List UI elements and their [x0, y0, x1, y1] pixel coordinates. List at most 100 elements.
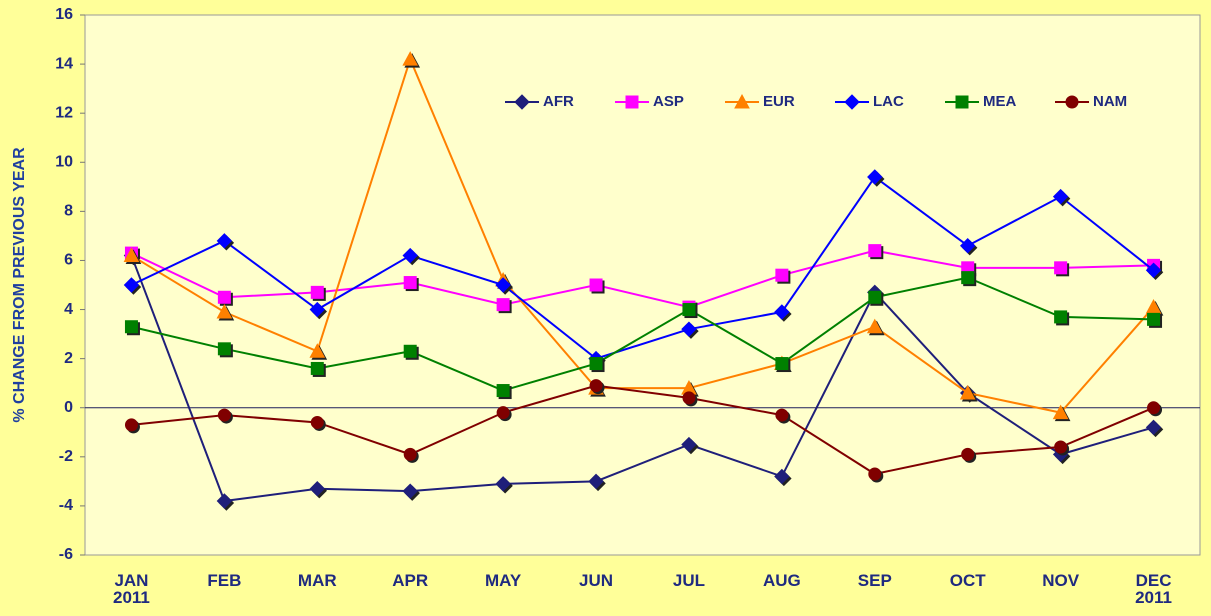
marker [867, 169, 883, 185]
marker [1145, 419, 1162, 436]
legend-marker [625, 95, 639, 109]
marker [866, 318, 883, 334]
marker [960, 238, 976, 254]
marker [775, 408, 789, 422]
marker [868, 244, 882, 258]
legend-marker [734, 93, 750, 109]
marker [123, 277, 140, 293]
legend-label: NAM [1093, 93, 1127, 110]
marker [1054, 261, 1068, 275]
marker [961, 447, 975, 461]
marker [1052, 404, 1069, 420]
marker [775, 268, 789, 282]
x-tick-label: MAY [485, 571, 522, 590]
marker [1054, 440, 1068, 454]
marker [216, 303, 233, 319]
series-line [131, 276, 1154, 392]
marker [495, 277, 511, 293]
series-line [131, 249, 1154, 309]
x-tick-label: APR [392, 571, 429, 590]
marker [868, 467, 882, 481]
legend-marker [1065, 95, 1079, 109]
marker [217, 408, 231, 422]
marker [681, 321, 697, 337]
legend-label: EUR [763, 93, 795, 110]
marker [775, 357, 789, 371]
marker [682, 303, 696, 317]
y-tick-label: 8 [64, 203, 73, 220]
marker [216, 233, 233, 249]
series-line [131, 175, 1155, 360]
marker [681, 436, 697, 453]
marker [588, 473, 604, 490]
marker [959, 384, 976, 400]
y-tick-label: 12 [55, 104, 73, 121]
legend-marker [514, 94, 530, 110]
marker [403, 447, 417, 461]
legend-label: ASP [653, 93, 684, 110]
y-tick-label: 4 [64, 301, 73, 318]
x-tick-label: JUN [579, 571, 614, 590]
marker [682, 391, 696, 405]
legend-label: MEA [983, 93, 1017, 110]
x-tick-label: DEC 2011 [1135, 571, 1172, 607]
y-tick-label: 0 [64, 399, 73, 416]
x-tick-label: JAN 2011 [113, 571, 150, 607]
marker [402, 51, 419, 66]
marker [309, 343, 326, 358]
marker [495, 476, 511, 492]
marker [1054, 310, 1068, 324]
marker [774, 304, 790, 320]
y-tick-label: -6 [59, 546, 73, 563]
y-axis-label: % CHANGE FROM PREVIOUS YEAR [11, 147, 28, 423]
y-tick-label: 10 [55, 153, 73, 170]
series-line [130, 56, 1155, 414]
marker [868, 290, 882, 304]
marker [496, 406, 510, 420]
x-tick-label: JUL [672, 571, 706, 590]
x-tick-label: OCT [949, 571, 986, 590]
y-tick-label: -2 [59, 448, 73, 465]
marker [310, 361, 324, 375]
marker [1147, 312, 1161, 326]
marker [1145, 262, 1162, 278]
series-line [131, 384, 1154, 476]
marker [774, 468, 790, 485]
marker [123, 247, 140, 263]
marker [589, 379, 603, 393]
x-tick-label: AUG [762, 571, 801, 590]
marker [1147, 401, 1161, 415]
legend-label: AFR [543, 93, 574, 110]
legend-label: LAC [873, 93, 904, 110]
marker [402, 247, 418, 264]
y-tick-label: 2 [64, 350, 73, 367]
x-tick-label: SEP [857, 571, 892, 590]
marker [589, 278, 603, 292]
x-tick-label: FEB [207, 571, 242, 590]
plot-area [84, 14, 1201, 556]
marker [403, 344, 417, 358]
marker [309, 301, 325, 318]
marker [589, 357, 603, 371]
marker [1052, 188, 1069, 205]
x-tick-label: MAR [297, 571, 337, 590]
marker [124, 418, 138, 432]
marker [124, 320, 138, 334]
marker [309, 481, 325, 497]
marker [310, 415, 324, 429]
legend-marker [955, 95, 969, 109]
marker [496, 298, 510, 312]
marker [217, 342, 231, 356]
y-tick-label: 14 [55, 55, 73, 72]
marker [216, 493, 233, 509]
marker [403, 276, 417, 290]
y-tick-label: -4 [59, 497, 73, 514]
marker [217, 290, 231, 304]
y-tick-label: 16 [55, 6, 73, 23]
marker [961, 271, 975, 285]
marker [496, 384, 510, 398]
y-tick-label: 6 [64, 252, 73, 269]
marker [310, 285, 324, 299]
